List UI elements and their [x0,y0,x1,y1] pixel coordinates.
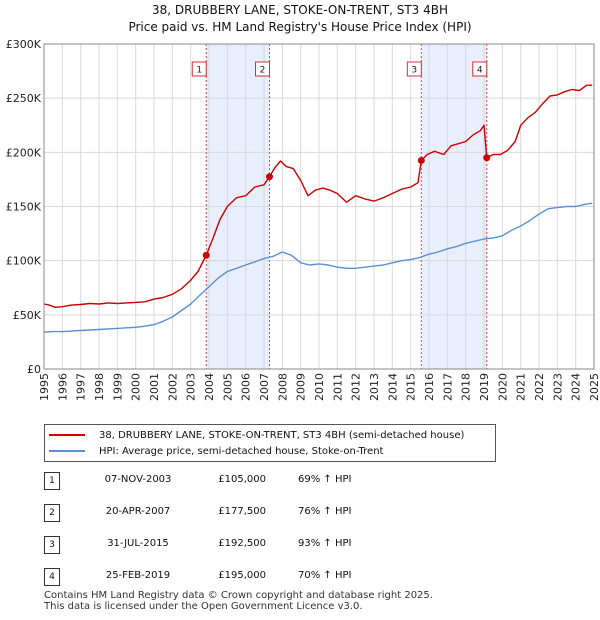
transaction-date: 31-JUL-2015 [107,538,169,549]
y-tick-label: £0 [27,363,41,376]
x-tick-label: 2007 [258,373,271,401]
transaction-date: 20-APR-2007 [105,506,171,517]
x-tick-label: 2017 [441,373,454,401]
x-tick-label: 2009 [295,373,308,401]
x-tick-label: 2025 [588,373,600,401]
table-row: 1 07-NOV-2003 £105,000 69% ↑ HPI [44,472,464,490]
transaction-price: £192,500 [218,538,266,549]
x-tick-label: 2018 [460,373,473,401]
table-row: 3 31-JUL-2015 £192,500 93% ↑ HPI [44,536,464,554]
x-tick-label: 2005 [221,373,234,401]
x-tick-label: 2016 [423,373,436,401]
footer-licence: This data is licensed under the Open Gov… [44,601,363,612]
y-tick-label: £50K [13,309,42,322]
y-tick-label: £250K [6,92,42,105]
x-tick-label: 2004 [203,373,216,401]
legend-label-hpi: HPI: Average price, semi-detached house,… [99,445,384,457]
x-tick-label: 2014 [386,373,399,401]
legend-swatch-hpi [49,450,85,452]
x-tick-label: 1998 [93,373,106,401]
sale-label-box [191,61,207,77]
sale-point [266,173,273,181]
sale-point [202,251,210,259]
footer: Contains HM Land Registry data © Crown c… [44,590,433,612]
sale-label-box [472,61,488,77]
property-price-line [43,84,593,308]
sale-label-box [406,61,422,77]
x-tick-label: 2011 [331,373,344,401]
sale-point [417,156,425,164]
chart-title: 38, DRUBBERY LANE, STOKE-ON-TRENT, ST3 4… [151,3,448,17]
footer-copyright: Contains HM Land Registry data © Crown c… [44,590,433,601]
legend-label-property: 38, DRUBBERY LANE, STOKE-ON-TRENT, ST3 4… [99,429,465,441]
y-tick-label: £300K [6,38,42,51]
legend-item-property: 38, DRUBBERY LANE, STOKE-ON-TRENT, ST3 4… [49,427,464,443]
transaction-number: 2 [44,504,60,522]
transaction-date: 25-FEB-2019 [105,570,171,581]
table-row: 2 20-APR-2007 £177,500 76% ↑ HPI [44,504,464,522]
x-tick-label: 2024 [570,373,583,401]
x-tick-label: 2019 [478,373,491,401]
y-tick-label: £100K [6,255,42,268]
x-tick-label: 2008 [276,373,289,401]
x-tick-label: 2012 [350,373,363,401]
transaction-number: 1 [44,472,60,490]
sale-label: 3 [411,66,417,76]
transaction-price: £177,500 [218,506,266,517]
x-tick-label: 1997 [75,373,88,401]
sale-point [483,154,491,162]
transaction-price: £195,000 [218,570,266,581]
x-tick-label: 2020 [496,373,509,401]
x-tick-label: 2002 [166,373,179,401]
chart-legend: 38, DRUBBERY LANE, STOKE-ON-TRENT, ST3 4… [44,424,496,462]
hpi-line [43,202,593,333]
plot-border [43,43,595,370]
legend-item-hpi: HPI: Average price, semi-detached house,… [49,443,383,459]
x-tick-label: 2015 [405,373,418,401]
legend-swatch-property [49,434,85,436]
x-tick-label: 2000 [130,373,143,401]
x-tick-label: 2001 [148,373,161,401]
x-tick-label: 2022 [533,373,546,401]
transaction-hpi: 70% ↑ HPI [298,570,352,581]
chart-subtitle: Price paid vs. HM Land Registry's House … [128,20,472,34]
y-tick-label: £200K [6,146,42,159]
x-tick-label: 2023 [551,373,564,401]
transaction-number: 4 [44,568,60,586]
x-tick-label: 2010 [313,373,326,401]
y-tick-label: £150K [6,201,42,214]
price-chart: 1995 1996 1997 1998 1999 2000 2001 2002 2003 2004… [6,38,600,401]
x-tick-label: 1996 [56,373,69,401]
x-tick-label: 2013 [368,373,381,401]
x-tick-label: 2006 [240,373,253,401]
sale-label: 4 [477,66,483,76]
x-tick-label: 2003 [185,373,198,401]
transaction-date: 07-NOV-2003 [104,474,172,485]
transaction-price: £105,000 [218,474,266,485]
table-row: 4 25-FEB-2019 £195,000 70% ↑ HPI [44,568,464,586]
transaction-hpi: 76% ↑ HPI [298,506,352,517]
x-tick-label: 2021 [515,373,528,401]
transaction-number: 3 [44,536,60,554]
sale-label: 1 [196,66,202,76]
transaction-hpi: 93% ↑ HPI [298,538,352,549]
transaction-hpi: 69% ↑ HPI [298,474,352,485]
sale-label: 2 [260,66,266,76]
x-tick-label: 1999 [111,373,124,401]
sale-label-box [255,61,270,77]
x-tick-label: 1995 [38,373,51,401]
